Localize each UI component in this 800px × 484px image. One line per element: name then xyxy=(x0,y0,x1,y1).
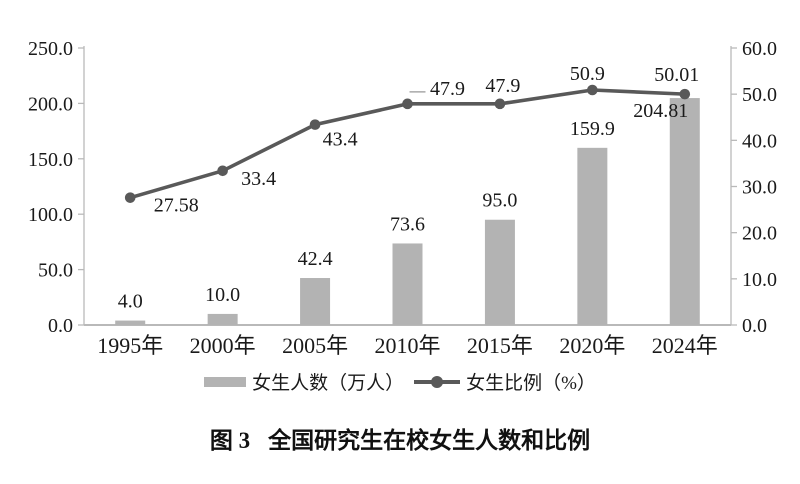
svg-text:250.0: 250.0 xyxy=(28,38,73,60)
svg-text:1995年: 1995年 xyxy=(97,333,163,358)
svg-text:42.4: 42.4 xyxy=(298,248,333,270)
svg-text:2000年: 2000年 xyxy=(190,333,256,358)
svg-text:0.0: 0.0 xyxy=(48,315,73,337)
svg-text:40.0: 40.0 xyxy=(742,130,777,152)
svg-text:159.9: 159.9 xyxy=(570,118,615,140)
line-series-label: 女生比例（%） xyxy=(466,373,596,394)
figure-caption-number: 图 3 xyxy=(209,428,251,453)
figure-caption-text: 全国研究生在校女生人数和比例 xyxy=(268,428,591,453)
svg-text:33.4: 33.4 xyxy=(241,168,276,190)
svg-text:100.0: 100.0 xyxy=(28,204,73,226)
svg-text:30.0: 30.0 xyxy=(742,177,777,199)
legend-item-bar-series: 女生人数（万人） xyxy=(204,368,404,395)
svg-text:200.0: 200.0 xyxy=(28,93,73,115)
svg-text:0.0: 0.0 xyxy=(742,315,767,337)
chart-legend: 女生人数（万人） 女生比例（%） xyxy=(0,368,800,395)
svg-text:50.01: 50.01 xyxy=(654,64,699,86)
svg-text:2024年: 2024年 xyxy=(652,333,718,358)
svg-text:2020年: 2020年 xyxy=(559,333,625,358)
bar-series-swatch-icon xyxy=(204,376,247,387)
svg-text:47.9: 47.9 xyxy=(485,75,520,97)
svg-text:43.4: 43.4 xyxy=(323,129,358,151)
svg-text:47.9: 47.9 xyxy=(430,78,465,100)
chart-canvas: 0.0 50.0 100.0 150.0 200.0 250.0 0.0 10.0 20.0 30… xyxy=(28,38,777,358)
line-series-dot-icon xyxy=(431,375,444,388)
svg-text:2015年: 2015年 xyxy=(467,333,533,358)
legend-item-line-series: 女生比例（%） xyxy=(414,368,596,395)
svg-text:2005年: 2005年 xyxy=(282,333,348,358)
svg-text:60.0: 60.0 xyxy=(742,38,777,60)
svg-text:20.0: 20.0 xyxy=(742,223,777,245)
line-series-marker-icon xyxy=(414,375,461,388)
svg-text:50.0: 50.0 xyxy=(38,260,73,282)
svg-text:2010年: 2010年 xyxy=(374,333,440,358)
svg-text:10.0: 10.0 xyxy=(742,269,777,291)
svg-text:204.81: 204.81 xyxy=(633,100,688,122)
svg-text:95.0: 95.0 xyxy=(482,190,517,212)
svg-text:4.0: 4.0 xyxy=(118,291,143,313)
svg-text:50.9: 50.9 xyxy=(570,63,605,85)
bar-series-label: 女生人数（万人） xyxy=(252,373,405,394)
svg-text:73.6: 73.6 xyxy=(390,213,425,235)
svg-text:150.0: 150.0 xyxy=(28,149,73,171)
svg-text:10.0: 10.0 xyxy=(205,284,240,306)
svg-text:50.0: 50.0 xyxy=(742,84,777,106)
figure-caption: 图 3 全国研究生在校女生人数和比例 xyxy=(0,421,800,455)
svg-text:27.58: 27.58 xyxy=(154,195,199,217)
